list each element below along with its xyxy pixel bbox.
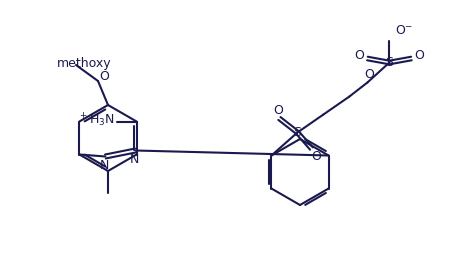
Text: $^+$H$_3$N: $^+$H$_3$N: [78, 112, 114, 129]
Text: O: O: [99, 71, 109, 84]
Text: S: S: [384, 56, 393, 69]
Text: O: O: [354, 49, 364, 62]
Text: O: O: [311, 150, 321, 163]
Text: O$^{-}$: O$^{-}$: [394, 24, 413, 37]
Text: methoxy: methoxy: [56, 56, 111, 70]
Text: O: O: [414, 49, 424, 62]
Text: N: N: [100, 159, 109, 172]
Text: S: S: [293, 126, 301, 139]
Text: O: O: [364, 68, 374, 81]
Text: O: O: [273, 104, 283, 117]
Text: N: N: [130, 153, 139, 166]
